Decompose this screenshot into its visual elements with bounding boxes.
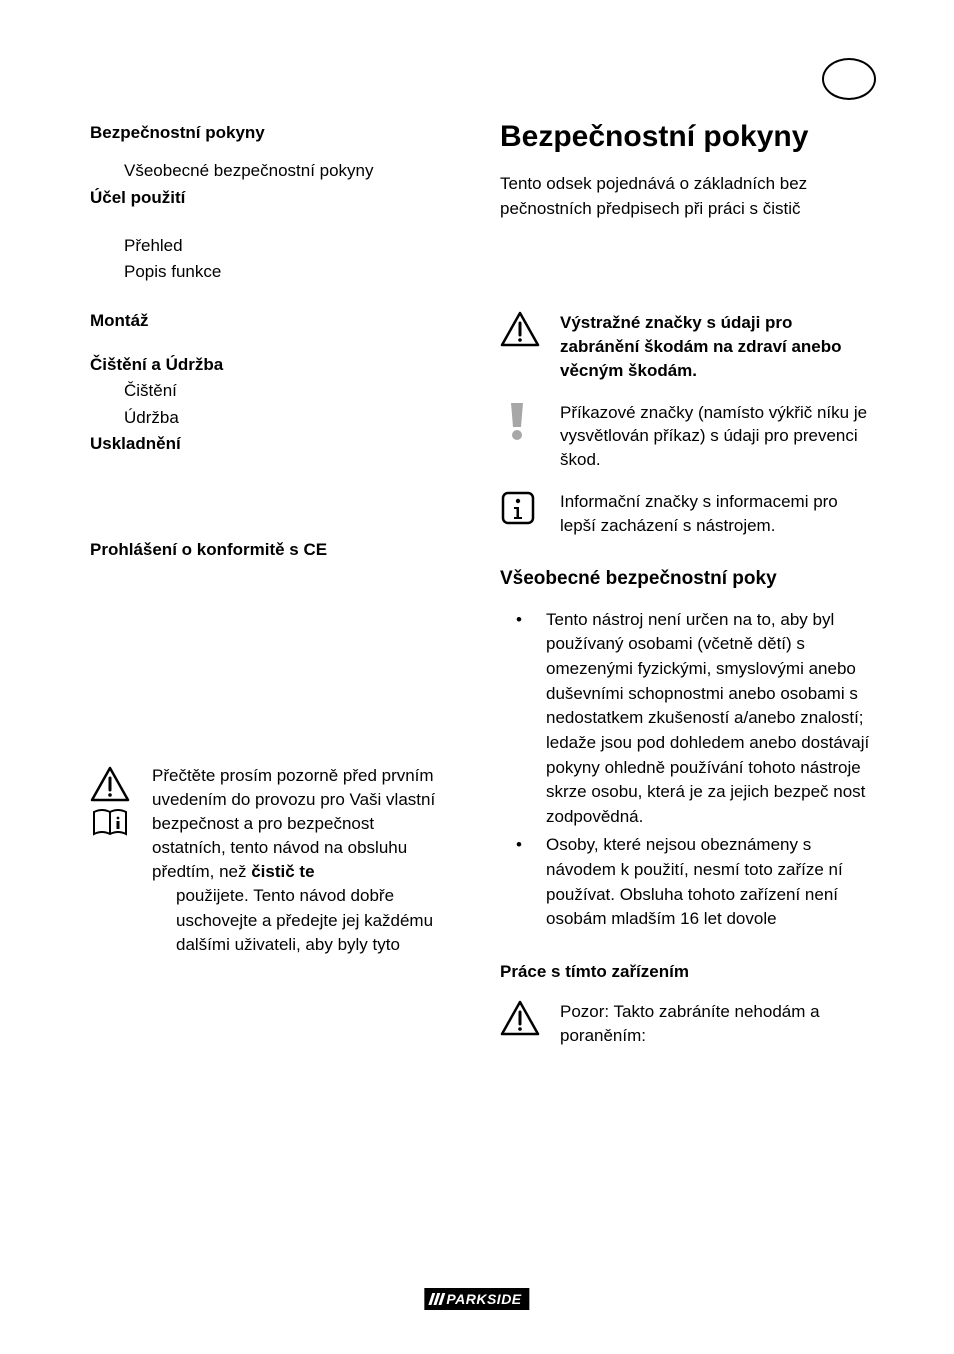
warning-row: Výstražné značky s údaji pro zabránění š… [500, 311, 874, 382]
logo-text: PARKSIDE [446, 1291, 521, 1307]
command-row: Příkazové značky (namísto výkřič níku je… [500, 401, 874, 472]
list-item: Osoby, které nejsou obeznámeny s návodem… [500, 833, 874, 932]
toc-item: Čištění [90, 378, 450, 404]
prace-text: Pozor: Takto zabráníte nehodám a poraněn… [560, 1000, 874, 1048]
toc-heading: Bezpečnostní pokyny [90, 120, 450, 146]
info-row: Informační značky s informacemi pro lepš… [500, 490, 874, 538]
safety-list: Tento nástroj není určen na to, aby byl … [500, 608, 874, 932]
intro-text: Přečtěte prosím pozorně před prvním uved… [152, 764, 450, 957]
logo-stripes-icon [430, 1293, 443, 1305]
prace-row: Pozor: Takto zabráníte nehodám a poraněn… [500, 1000, 874, 1048]
main-heading: Bezpečnostní pokyny [500, 120, 874, 154]
warning-triangle-icon [500, 1000, 540, 1036]
toc-item: Všeobecné bezpečnostní pokyny [90, 158, 450, 184]
info-text: Informační značky s informacemi pro lepš… [560, 490, 874, 538]
list-item: Tento nástroj není určen na to, aby byl … [500, 608, 874, 830]
toc-item: Údržba [90, 405, 450, 431]
prace-heading: Práce s tímto zařízením [500, 962, 874, 982]
toc-heading: Uskladnění [90, 431, 450, 457]
toc-item: Přehled [90, 233, 450, 259]
info-box-icon [500, 490, 536, 526]
warning-triangle-icon [500, 311, 540, 347]
two-column-layout: Bezpečnostní pokyny Všeobecné bezpečnost… [90, 120, 874, 1066]
manual-book-icon [90, 806, 130, 840]
country-ellipse [822, 58, 876, 100]
right-column: Bezpečnostní pokyny Tento odsek pojednáv… [500, 120, 874, 1066]
brand-logo: PARKSIDE [424, 1288, 529, 1310]
sub-heading: Všeobecné bezpečnostní poky [500, 568, 874, 590]
toc-item: Popis funkce [90, 259, 450, 285]
left-column: Bezpečnostní pokyny Všeobecné bezpečnost… [90, 120, 450, 1066]
toc-heading: Prohlášení o konformitě s CE [90, 537, 450, 563]
exclamation-solid-icon [500, 401, 534, 441]
warning-text: Výstražné značky s údaji pro zabránění š… [560, 311, 874, 382]
intro-icon-stack [90, 764, 134, 957]
command-text: Příkazové značky (namísto výkřič níku je… [560, 401, 874, 472]
toc-heading: Čištění a Údržba [90, 352, 450, 378]
toc-heading: Montáž [90, 308, 450, 334]
intro-paragraph: Tento odsek pojednává o základních bez p… [500, 172, 874, 221]
toc-heading: Účel použití [90, 185, 450, 211]
warning-triangle-icon [90, 766, 130, 802]
toc-section: Bezpečnostní pokyny [90, 120, 450, 146]
intro-notice: Přečtěte prosím pozorně před prvním uved… [90, 764, 450, 957]
